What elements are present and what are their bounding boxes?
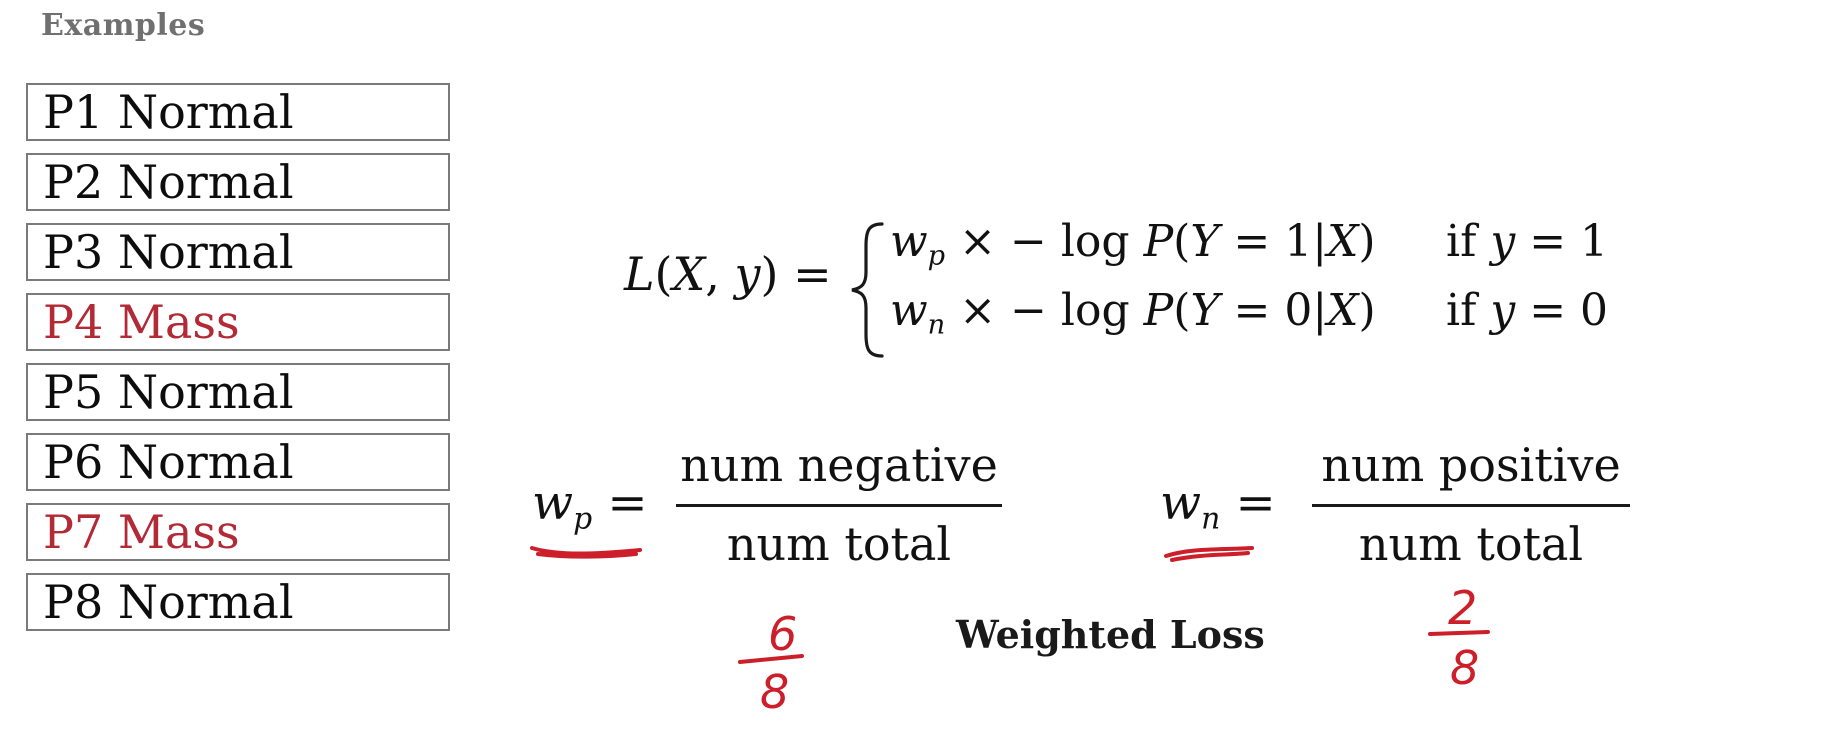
wn-handwritten-value: 2 8 (1428, 581, 1490, 695)
example-item-p3: P3 Normal (26, 223, 450, 281)
case-negative-condition: if y = 0 (1446, 285, 1609, 336)
case-positive-expression: wp × − log P(Y = 1|X) (890, 216, 1376, 272)
examples-list: P1 Normal P2 Normal P3 Normal P4 Mass P5 Nor… (26, 83, 450, 643)
wp-handwritten-denominator: 8 (760, 665, 789, 719)
wn-underline-annotation (1164, 546, 1254, 562)
example-item-p5: P5 Normal (26, 363, 450, 421)
negative-weight-denominator: num total (1358, 517, 1584, 571)
positive-weight-fraction-bar (676, 504, 1002, 507)
negative-weight-label: wn = (1160, 475, 1276, 537)
case-brace-icon (851, 222, 884, 358)
example-item-p6: P6 Normal (26, 433, 450, 491)
example-item-p8: P8 Normal (26, 573, 450, 631)
wn-handwritten-denominator: 8 (1450, 641, 1479, 695)
negative-weight-numerator: num positive (1321, 438, 1621, 492)
positive-weight-numerator: num negative (680, 438, 998, 492)
loss-lhs: L(X, y) = (624, 247, 832, 301)
example-item-p2: P2 Normal (26, 153, 450, 211)
wn-handwritten-numerator: 2 (1448, 581, 1477, 635)
case-positive-condition: if y = 1 (1446, 216, 1609, 267)
slide-caption: Weighted Loss (956, 612, 1265, 657)
examples-heading: Examples (41, 8, 206, 43)
case-negative-expression: wn × − log P(Y = 0|X) (890, 285, 1376, 341)
wp-handwritten-value: 6 8 (738, 607, 804, 719)
positive-weight-label: wp = (532, 475, 648, 537)
negative-weight-fraction-bar (1312, 504, 1630, 507)
positive-weight-denominator: num total (726, 517, 952, 571)
example-item-p7: P7 Mass (26, 503, 450, 561)
example-item-p4: P4 Mass (26, 293, 450, 351)
example-item-p1: P1 Normal (26, 83, 450, 141)
wp-underline-annotation (530, 546, 642, 559)
wp-handwritten-numerator: 6 (768, 607, 797, 661)
